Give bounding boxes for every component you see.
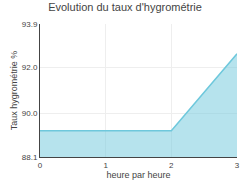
svg-text:88.1: 88.1 xyxy=(22,153,38,162)
svg-text:0: 0 xyxy=(38,161,43,170)
svg-text:93.9: 93.9 xyxy=(22,20,38,29)
svg-text:90.0: 90.0 xyxy=(22,109,38,118)
svg-text:92.0: 92.0 xyxy=(22,63,38,72)
svg-text:Evolution du taux d'hygrométri: Evolution du taux d'hygrométrie xyxy=(48,1,202,13)
svg-text:2: 2 xyxy=(169,161,174,170)
svg-text:3: 3 xyxy=(235,161,240,170)
svg-text:1: 1 xyxy=(103,161,108,170)
svg-text:Taux hygrométrie %: Taux hygrométrie % xyxy=(9,51,19,131)
svg-text:heure par heure: heure par heure xyxy=(106,170,170,180)
